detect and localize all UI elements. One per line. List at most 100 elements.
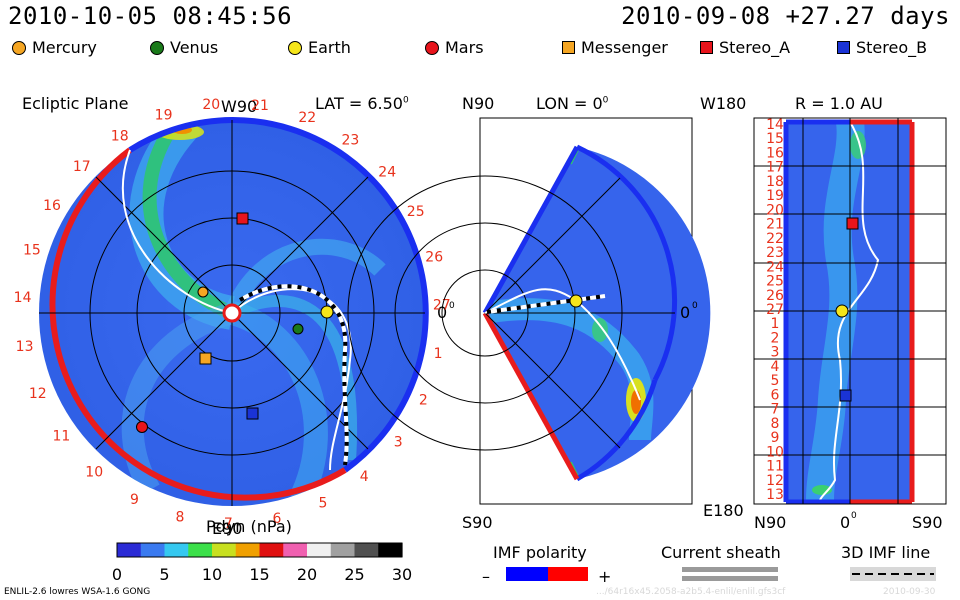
radial-day-ticks: 1415161718192021222324252627123456789101… (766, 117, 784, 503)
imf-minus: – (482, 567, 490, 586)
messenger-marker-icon (562, 41, 575, 54)
deg-mark: 0 (851, 511, 857, 521)
colorbar-tick: 30 (392, 565, 412, 584)
radial-plot: 1415161718192021222324252627123456789101… (703, 117, 947, 532)
ecliptic-day-tick: 9 (130, 492, 139, 508)
radial-day-tick: 12 (766, 473, 784, 489)
venus-marker-icon (150, 40, 164, 55)
legend-label: Mercury (32, 38, 97, 57)
legend-label: Stereo_B (856, 38, 928, 57)
current-sheath-title: Current sheath (661, 543, 781, 562)
legend-venus: Venus (150, 38, 218, 57)
radial-day-tick: 17 (766, 160, 784, 176)
colorbar-tick: 10 (202, 565, 222, 584)
colorbar-cell (188, 543, 213, 557)
ecliptic-day-tick: 3 (394, 434, 403, 450)
ecliptic-day-tick: 24 (378, 165, 396, 181)
ecliptic-day-tick: 13 (16, 339, 34, 355)
reference-time: 2010-09-08 +27.27 days (621, 2, 950, 30)
stereo-b-marker-icon (837, 41, 850, 54)
ecliptic-day-tick: 17 (73, 159, 91, 175)
sun-marker (222, 303, 242, 323)
ecliptic-day-tick: 26 (425, 249, 443, 265)
ecliptic-day-tick: 27 (433, 298, 451, 314)
lon-label: LON = 00 (536, 94, 608, 113)
watermark-date: 2010-09-30 (883, 587, 936, 597)
ecliptic-day-tick: 5 (319, 495, 328, 511)
legend-stereo-b: Stereo_B (837, 38, 927, 57)
ecliptic-day-tick: 10 (85, 465, 103, 481)
meridional-plot: 0 0 S90 (347, 117, 711, 532)
lon-value: LON = 0 (536, 94, 603, 113)
ecliptic-day-tick: 15 (23, 242, 41, 258)
radial-x-0: 0 (840, 513, 850, 532)
imf-negative-swatch (506, 567, 548, 581)
imf-line-title: 3D IMF line (841, 543, 930, 562)
deg-mark: 0 (402, 95, 409, 106)
colorbar-cell (117, 543, 142, 557)
lat-label: LAT = 6.500 (315, 94, 409, 113)
colorbar-tick: 20 (297, 565, 317, 584)
deg-mark: 0 (602, 95, 609, 106)
radial-x-n90: N90 (754, 513, 786, 532)
colorbar-cell (259, 543, 284, 557)
legend-label: Earth (308, 38, 351, 57)
colorbar-ticks: 0 5 10 15 20 25 30 (112, 565, 412, 584)
radial-day-tick: 7 (771, 402, 780, 418)
colorbar-gradient (117, 543, 403, 557)
watermark-path: .../64r16x45.2058-a2b5.4-enlil/enlil.gfs… (596, 587, 786, 597)
colorbar-tick: 5 (159, 565, 169, 584)
radial-day-tick: 3 (771, 345, 780, 361)
colorbar-title: Pdyn (nPa) (206, 517, 292, 536)
legend-mercury: Mercury (12, 38, 97, 57)
stereo-b-marker (246, 407, 259, 420)
stereo-a-marker-icon (700, 41, 713, 54)
earth-marker (835, 304, 849, 318)
ecliptic-title: Ecliptic Plane (22, 94, 129, 113)
ecliptic-day-tick: 6 (272, 511, 281, 527)
ecliptic-day-tick: 22 (298, 110, 316, 126)
radial-day-tick: 14 (766, 117, 784, 133)
stereo-a-marker (236, 212, 249, 225)
timestamp: 2010-10-05 08:45:56 (8, 2, 293, 30)
ecliptic-day-tick: 7 (224, 516, 233, 532)
radial-day-tick: 9 (771, 430, 780, 446)
legend-stereo-a: Stereo_A (700, 38, 790, 57)
radial-day-tick: 26 (766, 288, 784, 304)
radial-day-tick: 2 (771, 331, 780, 347)
ecliptic-day-tick: 16 (43, 198, 61, 214)
ecliptic-day-tick: 4 (360, 469, 369, 485)
imf-plus: + (598, 567, 611, 586)
model-info: ENLIL-2.6 lowres WSA-1.6 GONG (4, 587, 151, 597)
legend-messenger: Messenger (562, 38, 668, 57)
radial-day-tick: 27 (766, 302, 784, 318)
legend-label: Messenger (581, 38, 668, 57)
ecliptic-day-tick: 23 (341, 133, 359, 149)
colorbar-cell (378, 543, 403, 557)
messenger-marker (199, 352, 212, 365)
stereo-b-marker (839, 389, 852, 402)
w90-label: W90 (221, 97, 257, 116)
mars-marker-icon (425, 40, 439, 55)
colorbar-cell (212, 543, 237, 557)
current-sheath-legend: Current sheath (661, 543, 781, 581)
colorbar-cell (164, 543, 189, 557)
radial-day-tick: 24 (766, 259, 784, 275)
ecliptic-day-tick: 8 (176, 510, 185, 526)
mercury-marker (197, 286, 209, 298)
radial-day-tick: 10 (766, 444, 784, 460)
colorbar: Pdyn (nPa) 0 5 10 15 20 25 30 (112, 517, 412, 584)
radial-day-tick: 15 (766, 131, 784, 147)
meridional-zero-label: 0 (680, 303, 690, 322)
radial-day-tick: 21 (766, 217, 784, 233)
ecliptic-day-tick: 19 (155, 107, 173, 123)
lat-value: LAT = 6.50 (315, 94, 403, 113)
ecliptic-day-tick: 2 (419, 393, 428, 409)
ecliptic-day-tick: 14 (14, 290, 32, 306)
radial-day-tick: 8 (771, 416, 780, 432)
ecliptic-day-tick: 18 (111, 129, 129, 145)
colorbar-cell (283, 543, 308, 557)
ecliptic-day-tick: 11 (52, 428, 70, 444)
earth-marker (569, 294, 583, 308)
